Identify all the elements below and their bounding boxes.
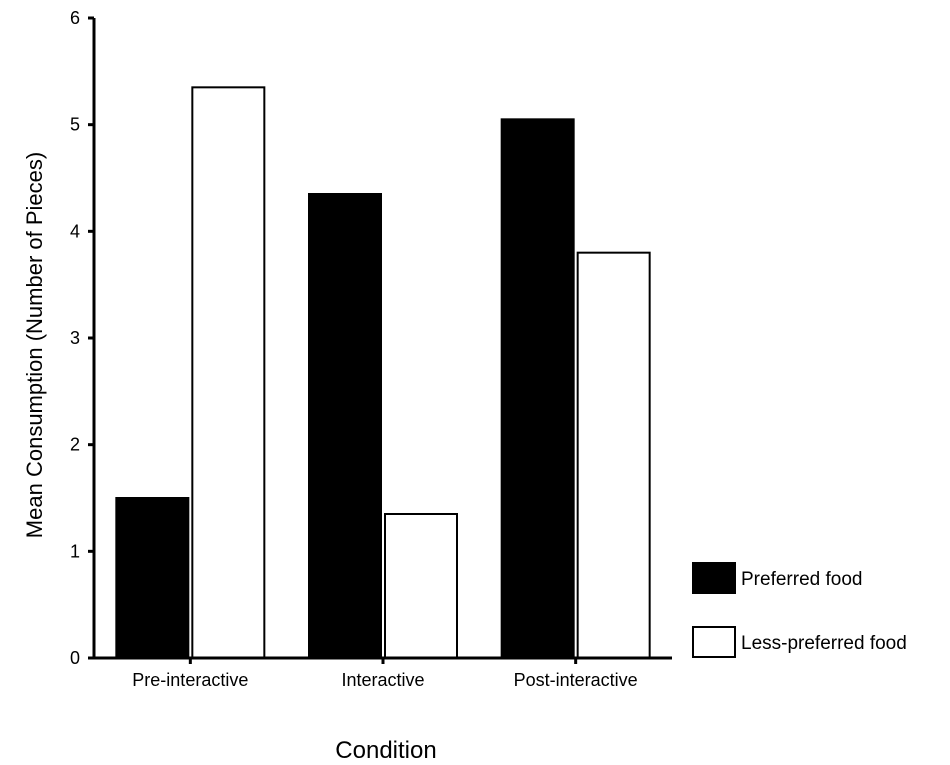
y-ticks-group: 0 1 2 3 4 5 6 [70, 8, 94, 668]
bars-group [115, 86, 651, 660]
bar-less-preferred-food-post-interactive [576, 251, 651, 660]
x-axis-label: Condition [335, 737, 436, 764]
legend-label: Preferred food [741, 569, 862, 590]
x-tick-label: Interactive [341, 670, 424, 690]
y-tick-label: 4 [70, 221, 80, 241]
y-tick-label: 3 [70, 328, 80, 348]
y-tick-label: 1 [70, 541, 80, 561]
legend: Preferred food Less-preferred food [692, 562, 907, 658]
bar-preferred-food-interactive [308, 193, 382, 659]
y-axis-label: Mean Consumption (Number of Pieces) [22, 152, 47, 538]
bar-preferred-food-post-interactive [500, 118, 575, 660]
y-tick-label: 0 [70, 648, 80, 668]
bar-preferred-food-pre-interactive [115, 497, 190, 659]
legend-label: Less-preferred food [741, 633, 907, 654]
legend-swatch [692, 626, 736, 658]
x-tick-label: Post-interactive [514, 670, 638, 690]
bar-less-preferred-food-pre-interactive [191, 86, 266, 660]
legend-swatch [692, 562, 736, 594]
y-tick-label: 5 [70, 115, 80, 135]
x-ticks-group: Pre-interactive Interactive Post-interacti… [132, 658, 638, 690]
y-tick-label: 6 [70, 8, 80, 28]
y-tick-label: 2 [70, 435, 80, 455]
x-tick-label: Pre-interactive [132, 670, 248, 690]
bar-less-preferred-food-interactive [384, 513, 458, 659]
